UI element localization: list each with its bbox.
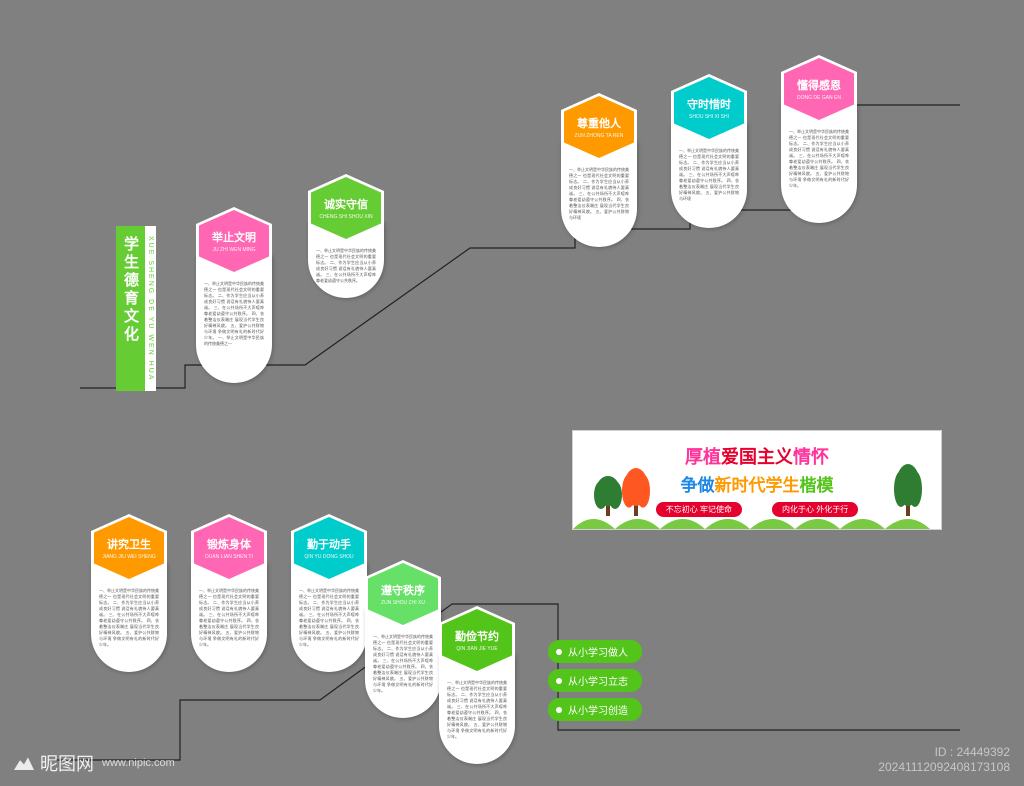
- hex-subtitle: DUAN LIAN SHEN TI: [205, 554, 253, 560]
- capsule-list: 从小学习做人从小学习立志从小学习创造: [548, 640, 642, 721]
- capsule-item: 从小学习创造: [548, 698, 642, 721]
- watermark-id: ID : 24449392: [878, 745, 1010, 761]
- banner-text-span: 爱国主义: [721, 447, 793, 467]
- watermark-domain: www.nipic.com: [102, 757, 175, 769]
- hex-body-text: 一、举止文明是中华民族的传统美德之一 也是现代社会文明的重要标志。 二、作为学生…: [199, 588, 259, 648]
- hex-body-text: 一、举止文明是中华民族的传统美德之一 也是现代社会文明的重要标志。 二、作为学生…: [99, 588, 159, 648]
- hex-body-text: 一、举止文明是中华民族的传统美德之一 也是现代社会文明的重要标志。 二、作为学生…: [679, 148, 739, 202]
- banner-text-span: 新时代学生: [715, 476, 800, 495]
- hex-title: 诚实守信: [324, 196, 368, 212]
- hex-card: 遵守秩序 ZUN SHOU ZHI XU 一、举止文明是中华民族的传统美德之一 也是…: [362, 560, 444, 718]
- banner-text-span: 争做: [681, 476, 715, 495]
- hex-title: 举止文明: [212, 229, 256, 245]
- hex-title: 勤于动手: [307, 536, 351, 552]
- bullet-icon: [556, 649, 562, 655]
- capsule-item: 从小学习立志: [548, 669, 642, 692]
- tree-icon: [593, 474, 623, 521]
- watermark-left: 昵图网 www.nipic.com: [14, 750, 175, 776]
- slogan-banner: 厚植爱国主义情怀 争做新时代学生楷模 不忘初心 牢记使命内化于心 外化于行: [572, 430, 942, 530]
- hex-header: 诚实守信 CHENG SHI SHOU XIN: [311, 177, 381, 239]
- hex-subtitle: JIANG JIU WEI SHENG: [102, 554, 156, 560]
- hex-body-text: 一、举止文明是中华民族的传统美德之一 也是现代社会文明的重要标志。 二、作为学生…: [447, 680, 507, 740]
- hex-header: 尊重他人 ZUN ZHONG TA REN: [564, 96, 634, 158]
- hex-header: 举止文明 JU ZHI WEN MING: [199, 210, 269, 272]
- canvas: 学生德育文化 XUE SHENG DE YU WEN HUA 举止文明 JU ZH…: [0, 0, 1024, 786]
- hex-card: 诚实守信 CHENG SHI SHOU XIN 一、举止文明是中华民族的传统美德之一…: [305, 174, 387, 298]
- hex-header: 遵守秩序 ZUN SHOU ZHI XU: [368, 563, 438, 625]
- banner-text-span: 情怀: [793, 447, 829, 467]
- hex-body-text: 一、举止文明是中华民族的传统美德之一 也是现代社会文明的重要标志。 二、作为学生…: [789, 129, 849, 189]
- hex-card: 勤于动手 QIN YU DONG SHOU 一、举止文明是中华民族的传统美德之一 也…: [288, 514, 370, 672]
- capsule-label: 从小学习做人: [568, 644, 628, 659]
- bullet-icon: [556, 707, 562, 713]
- hex-card: 守时惜时 SHOU SHI XI SHI 一、举止文明是中华民族的传统美德之一 也是…: [668, 74, 750, 228]
- hex-body-text: 一、举止文明是中华民族的传统美德之一 也是现代社会文明的重要标志。 二、作为学生…: [569, 167, 629, 221]
- capsule-label: 从小学习立志: [568, 673, 628, 688]
- hex-subtitle: QIN JIAN JIE YUE: [456, 646, 497, 652]
- watermark-ts: 20241112092408173108: [878, 760, 1010, 776]
- hex-body-text: 一、举止文明是中华民族的传统美德之一 也是现代社会文明的重要标志。 二、作为学生…: [373, 634, 433, 694]
- hex-subtitle: JU ZHI WEN MING: [212, 247, 255, 253]
- hex-card: 勤俭节约 QIN JIAN JIE YUE 一、举止文明是中华民族的传统美德之一 也…: [436, 606, 518, 764]
- capsule-item: 从小学习做人: [548, 640, 642, 663]
- hex-card: 举止文明 JU ZHI WEN MING 一、举止文明是中华民族的传统美德之一 也是…: [193, 207, 275, 383]
- hex-header: 讲究卫生 JIANG JIU WEI SHENG: [94, 517, 164, 579]
- capsule-label: 从小学习创造: [568, 702, 628, 717]
- hex-subtitle: QIN YU DONG SHOU: [304, 554, 353, 560]
- hex-card: 讲究卫生 JIANG JIU WEI SHENG 一、举止文明是中华民族的传统美德之…: [88, 514, 170, 672]
- hex-header: 懂得感恩 DONG DE GAN EN: [784, 58, 854, 120]
- hex-body-text: 一、举止文明是中华民族的传统美德之一 也是现代社会文明的重要标志。 二、作为学生…: [316, 248, 376, 284]
- banner-text-span: 楷模: [800, 476, 834, 495]
- hex-card: 尊重他人 ZUN ZHONG TA REN 一、举止文明是中华民族的传统美德之一 也…: [558, 93, 640, 247]
- hex-card: 懂得感恩 DONG DE GAN EN 一、举止文明是中华民族的传统美德之一 也是现…: [778, 55, 860, 223]
- hex-subtitle: ZUN ZHONG TA REN: [575, 133, 624, 139]
- hex-title: 尊重他人: [577, 115, 621, 131]
- hex-title: 守时惜时: [687, 96, 731, 112]
- hex-subtitle: CHENG SHI SHOU XIN: [319, 214, 372, 220]
- tree-icon: [893, 462, 923, 521]
- hex-header: 勤俭节约 QIN JIAN JIE YUE: [442, 609, 512, 671]
- vertical-title-sub: XUE SHENG DE YU WEN HUA: [145, 226, 156, 391]
- hex-title: 锻炼身体: [207, 536, 251, 552]
- hex-title: 懂得感恩: [797, 77, 841, 93]
- watermark-site: 昵图网: [40, 750, 94, 776]
- vertical-title: 学生德育文化 XUE SHENG DE YU WEN HUA: [116, 226, 156, 391]
- hex-title: 遵守秩序: [381, 582, 425, 598]
- hex-header: 守时惜时 SHOU SHI XI SHI: [674, 77, 744, 139]
- hex-header: 勤于动手 QIN YU DONG SHOU: [294, 517, 364, 579]
- hex-header: 锻炼身体 DUAN LIAN SHEN TI: [194, 517, 264, 579]
- hex-body-text: 一、举止文明是中华民族的传统美德之一 也是现代社会文明的重要标志。 二、作为学生…: [299, 588, 359, 648]
- hex-subtitle: SHOU SHI XI SHI: [689, 114, 729, 120]
- tree-icon: [621, 466, 651, 521]
- logo-icon: [14, 756, 34, 770]
- hex-body-text: 一、举止文明是中华民族的传统美德之一 也是现代社会文明的重要标志。 二、作为学生…: [204, 281, 264, 347]
- hex-subtitle: ZUN SHOU ZHI XU: [381, 600, 425, 606]
- hex-title: 勤俭节约: [455, 628, 499, 644]
- hex-subtitle: DONG DE GAN EN: [797, 95, 841, 101]
- vertical-title-main: 学生德育文化: [116, 226, 145, 391]
- banner-text-span: 厚植: [685, 447, 721, 467]
- hex-card: 锻炼身体 DUAN LIAN SHEN TI 一、举止文明是中华民族的传统美德之一 …: [188, 514, 270, 672]
- bullet-icon: [556, 678, 562, 684]
- watermark-right: ID : 24449392 20241112092408173108: [878, 745, 1010, 776]
- hex-title: 讲究卫生: [107, 536, 151, 552]
